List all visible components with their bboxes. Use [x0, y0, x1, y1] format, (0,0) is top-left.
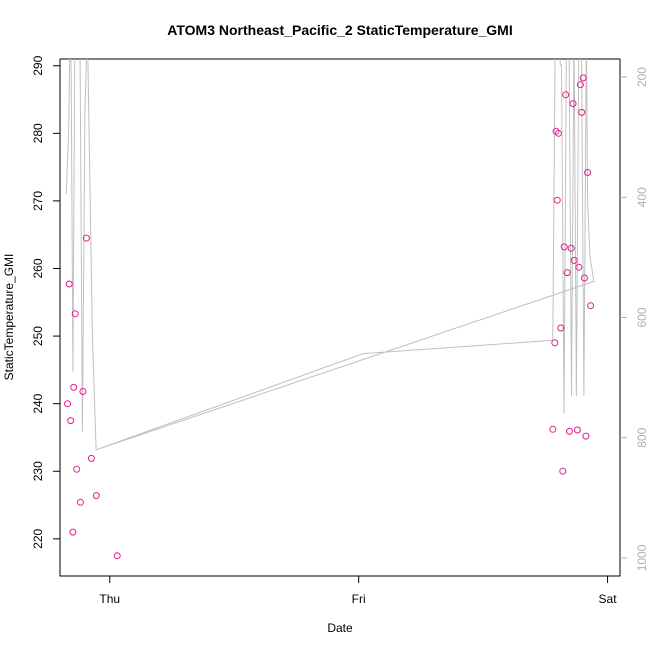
data-point	[87, 454, 95, 462]
x-tick-label: Fri	[352, 592, 366, 606]
data-point	[587, 302, 595, 310]
data-point	[71, 310, 79, 318]
data-point	[557, 324, 565, 332]
data-point	[551, 339, 559, 347]
data-point	[113, 552, 121, 560]
data-point	[559, 467, 567, 475]
data-point	[575, 263, 583, 271]
data-point	[573, 426, 581, 434]
x-axis-label: Date	[327, 621, 353, 635]
data-point	[582, 432, 590, 440]
data-point	[64, 400, 71, 408]
series-line	[65, 59, 595, 451]
y-tick-label: 250	[31, 326, 45, 346]
data-point	[76, 498, 84, 506]
data-point	[569, 100, 577, 108]
data-point	[82, 234, 90, 242]
data-point	[563, 269, 571, 277]
line-series	[65, 59, 595, 451]
y-tick-label: 280	[31, 123, 45, 143]
data-point	[79, 388, 87, 395]
right-tick-label: 600	[635, 307, 649, 327]
right-tick-label: 200	[635, 67, 649, 87]
plot-frame	[59, 58, 621, 577]
data-point	[92, 492, 100, 500]
right-tick-label: 400	[635, 187, 649, 207]
right-tick-label: 800	[635, 427, 649, 447]
point-series	[64, 74, 595, 560]
data-point	[567, 244, 575, 252]
data-point	[578, 108, 586, 116]
data-point	[555, 129, 562, 137]
x-tick-label: Thu	[99, 592, 120, 606]
data-point	[553, 196, 561, 204]
data-point	[584, 169, 592, 176]
data-point	[566, 427, 573, 435]
data-point	[579, 74, 587, 82]
axes: 220 230 240 250 260 270 280 290 200 400 600 800 1000…	[31, 55, 649, 606]
data-point	[65, 280, 73, 288]
y-tick-label: 290	[31, 55, 45, 75]
y-tick-label: 230	[31, 461, 45, 481]
data-point	[560, 243, 568, 251]
right-tick-label: 1000	[635, 544, 649, 571]
data-point	[570, 256, 578, 264]
y-tick-label: 220	[31, 528, 45, 548]
data-point	[73, 465, 81, 473]
data-point	[70, 383, 78, 391]
y-axis-label: StaticTemperature_GMI	[2, 254, 16, 381]
x-tick-label: Sat	[599, 592, 618, 606]
y-tick-label: 240	[31, 393, 45, 413]
y-tick-label: 260	[31, 258, 45, 278]
data-point	[576, 81, 584, 89]
data-point	[580, 274, 588, 282]
y-tick-label: 270	[31, 191, 45, 211]
data-point	[562, 91, 570, 99]
data-point	[69, 528, 77, 536]
chart-title: ATOM3 Northeast_Pacific_2 StaticTemperat…	[167, 22, 512, 38]
data-point	[549, 425, 557, 433]
data-point	[67, 417, 75, 425]
